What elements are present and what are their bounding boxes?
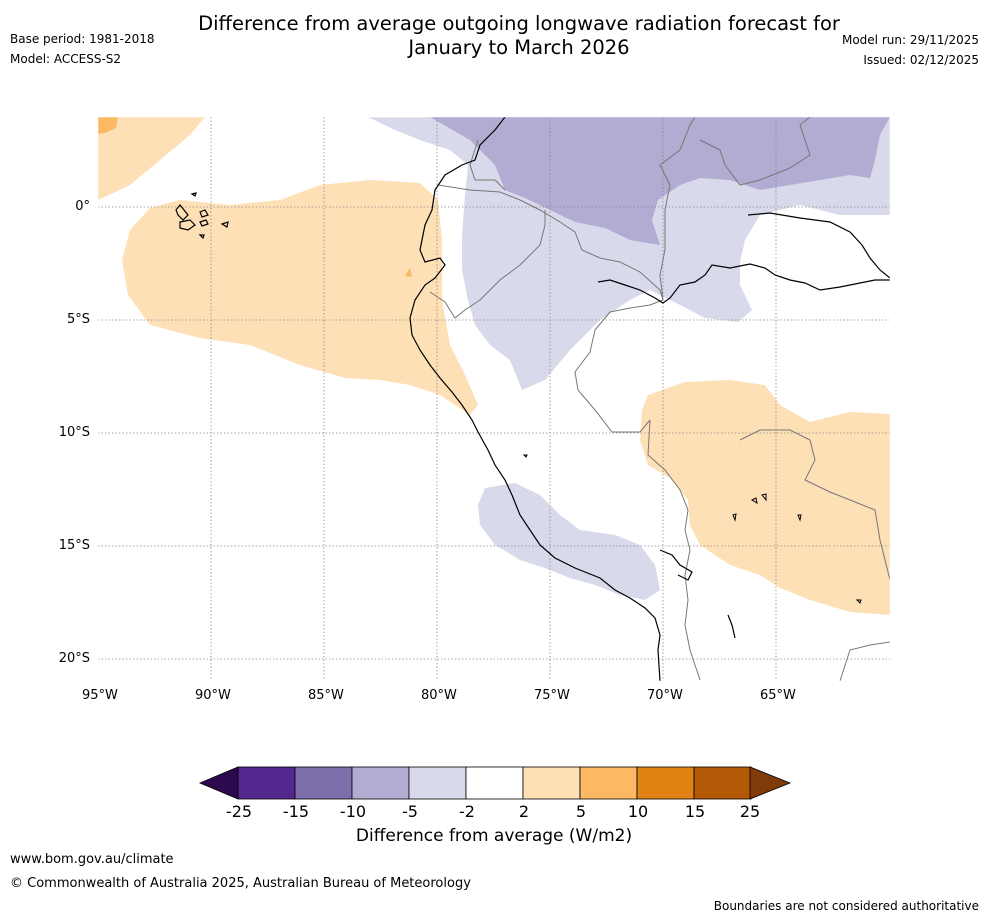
lon-tick-80w: 80°W [421,688,457,703]
footer-copyright: © Commonwealth of Australia 2025, Austra… [10,876,471,891]
meta-left: Base period: 1981-2018 Model: ACCESS-S2 [10,32,155,72]
colorbar-extend-high [749,766,792,800]
anomaly-region-orange-nw [98,117,118,134]
colorbar-label-minus10: -10 [339,802,367,821]
galapagos-islands [175,192,229,240]
footer-url[interactable]: www.bom.gov.au/climate [10,852,174,867]
base-period: Base period: 1981-2018 [10,32,155,46]
model-run: Model run: 29/11/2025 [841,33,979,47]
lon-tick-70w: 70°W [647,688,683,703]
anomaly-region-light-purple-south [478,483,660,600]
anomaly-region-purple [430,117,890,245]
lon-tick-85w: 85°W [308,688,344,703]
colorbar-box [294,766,353,800]
graticule [98,117,890,681]
meta-right: Model run: 29/11/2025 Issued: 02/12/2025 [842,33,979,73]
small-islands [522,454,862,604]
colorbar-box [522,766,581,800]
lat-tick-15s: 15°S [58,538,90,553]
colorbar-label-15: 15 [684,802,706,821]
anomaly-region-orange-spot [405,268,412,277]
footer-disclaimer: Boundaries are not considered authoritat… [713,899,979,913]
colorbar-boxes [237,766,752,800]
colorbar-box [693,766,752,800]
colorbar-label-5: 5 [575,802,587,821]
title-line-2: January to March 2026 [408,36,630,59]
map-title: Difference from average outgoing longwav… [150,12,888,60]
lat-tick-5s: 5°S [66,312,90,327]
lon-tick-65w: 65°W [760,688,796,703]
colorbar-box [636,766,695,800]
colorbar-box [465,766,524,800]
lon-tick-75w: 75°W [534,688,570,703]
lat-tick-10s: 10°S [58,425,90,440]
lat-tick-0: 0° [75,199,90,214]
lon-tick-95w: 95°W [82,688,118,703]
colorbar-label-2: 2 [518,802,530,821]
model-name: Model: ACCESS-S2 [10,52,122,66]
colorbar-box [351,766,410,800]
coastline [409,117,890,681]
colorbar-box [579,766,638,800]
country-borders [429,117,890,681]
colorbar-extend-low [198,766,239,800]
colorbar-label-minus25: -25 [225,802,253,821]
anomaly-region-light-orange-north [98,117,205,200]
lon-tick-90w: 90°W [195,688,231,703]
colorbar-label-10: 10 [627,802,649,821]
issued-date: Issued: 02/12/2025 [863,53,979,67]
colorbar-label-minus15: -15 [282,802,310,821]
colorbar-box [408,766,467,800]
colorbar-label-minus5: -5 [402,802,418,821]
colorbar-box [237,766,296,800]
colorbar-label-25: 25 [739,802,761,821]
title-line-1: Difference from average outgoing longwav… [198,12,840,35]
anomaly-region-light-orange-pacific [122,180,478,415]
colorbar-label-minus2: -2 [459,802,475,821]
anomaly-region-light-orange-interior [640,380,890,615]
lat-tick-20s: 20°S [58,651,90,666]
colorbar-title: Difference from average (W/m2) [355,826,633,846]
